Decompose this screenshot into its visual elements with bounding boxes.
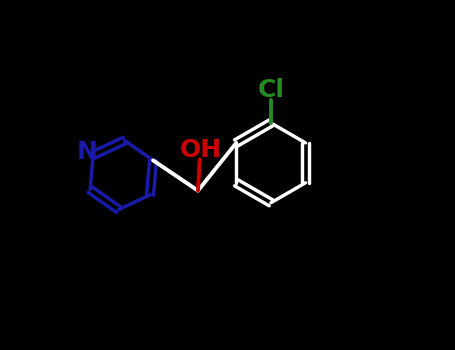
Text: OH: OH	[179, 138, 222, 162]
Text: N: N	[76, 140, 97, 164]
Text: Cl: Cl	[258, 78, 285, 102]
